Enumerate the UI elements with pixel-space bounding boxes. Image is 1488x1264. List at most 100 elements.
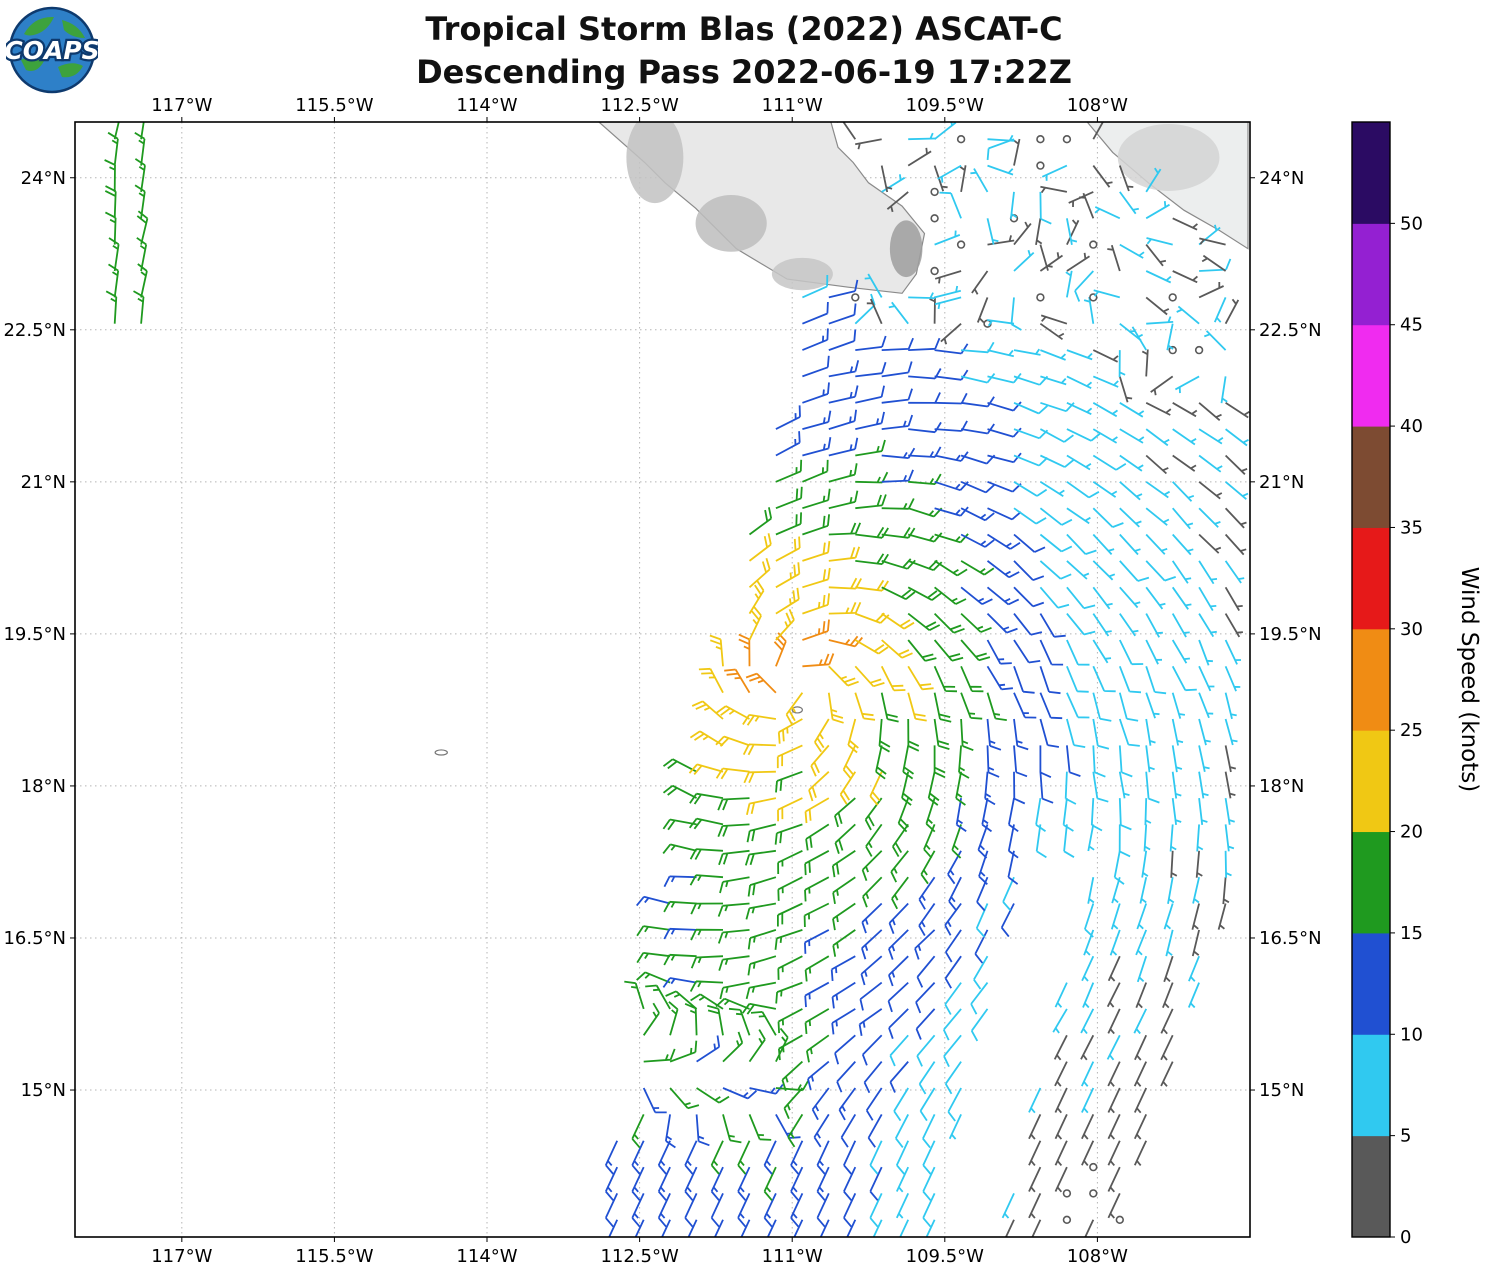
wind-barb [1092,665,1116,693]
wind-barb [881,469,914,483]
wind-barb [828,601,862,615]
wind-barb [624,980,645,1010]
wind-barb [1066,718,1086,748]
wind-barb [1166,323,1174,351]
wind-barb [1040,314,1068,325]
wind-barb [865,1087,883,1121]
coaps-logo: COAPS [2,4,102,100]
wind-barb [819,1219,830,1237]
wind-barb [804,981,830,1008]
wind-barb [933,639,964,662]
wind-barb [1171,797,1182,826]
wind-barb [1109,929,1121,956]
wind-barb [748,606,762,641]
wind-barb [1139,877,1148,904]
wind-barb [1198,282,1224,299]
wind-barb [1224,771,1236,799]
wind-barb [986,665,1013,691]
wind-barb [1171,745,1183,773]
wind-barb [775,486,803,510]
wind-barb [832,902,856,931]
wind-barb [810,744,830,777]
wind-barb [715,997,750,1010]
wind-barb [631,1166,645,1201]
wind-barb [1080,1034,1095,1061]
wind-barb [888,1008,909,1039]
wind-barbs-layer [104,122,1250,1237]
wind-barb [929,296,936,324]
wind-barb [775,405,801,430]
wind-barb [1007,850,1019,885]
wind-barb [940,323,962,345]
wind-barb [934,285,962,299]
wind-barb [1133,1114,1148,1140]
wind-barb [1172,270,1198,284]
wind-barb [710,1140,724,1175]
wind-barb [970,168,989,193]
wind-barb [804,955,830,982]
wind-barb [869,1166,883,1201]
wind-barb [881,586,916,601]
wind-barb [895,1113,909,1148]
wind-barb [854,293,876,325]
wind-barb [774,823,803,845]
lat-tick-label: 19.5°N [3,624,66,645]
wind-barb [960,718,974,752]
wind-barb [1084,903,1095,938]
wind-barb [1092,639,1112,664]
wind-barb [890,850,909,883]
wind-barb [775,512,802,536]
wind-barb [1028,1193,1042,1219]
wind-barb [1224,454,1248,475]
wind-barb [742,743,776,756]
wind-barb [1013,560,1045,581]
lat-tick-label: 16.5°N [3,928,66,949]
wind-barb [916,1034,936,1067]
wind-barb [1039,560,1072,580]
wind-barb [717,823,750,838]
colorbar-tick-label: 30 [1400,619,1423,640]
wind-barb [689,730,724,747]
wind-barb [776,744,803,769]
wind-barb [934,586,967,605]
wind-barb [1040,185,1068,194]
wind-barb [1172,454,1197,472]
wind-barb [1007,824,1019,859]
colorbar-segment [1352,1034,1390,1137]
wind-barb [908,421,942,434]
wind-barb [881,558,916,570]
wind-barb [1110,903,1121,930]
wind-barb [1171,639,1190,664]
wind-barb [136,210,149,245]
wind-barb [1199,258,1232,272]
wind-barb [722,1031,744,1063]
wind-barb [750,1011,777,1036]
wind-barb [1198,454,1223,473]
wind-barb [832,876,856,905]
wind-barb [1119,322,1144,342]
calm-circle [1062,135,1072,144]
wind-barb [987,235,1015,246]
wind-barb [1039,639,1064,666]
wind-barb [1081,1114,1095,1140]
wind-barb [933,612,965,634]
wind-barb [1224,533,1247,556]
wind-barb [737,1193,751,1228]
wind-barb [1135,929,1148,956]
wind-barb [892,823,909,858]
wind-barb [688,763,724,775]
globe-land [62,20,85,38]
wind-barb [1107,1140,1121,1166]
wind-barb [1013,718,1029,751]
colorbar-tick-label: 25 [1400,720,1423,741]
terrain-shading [1117,124,1220,191]
wind-barb [831,981,856,1009]
wind-barb [862,876,883,908]
wind-barb [1039,613,1066,638]
wind-barb [715,705,750,720]
wind-barb [643,1048,676,1063]
wind-barb [934,392,968,405]
wind-barb [867,1113,883,1148]
wind-barb [104,159,116,192]
